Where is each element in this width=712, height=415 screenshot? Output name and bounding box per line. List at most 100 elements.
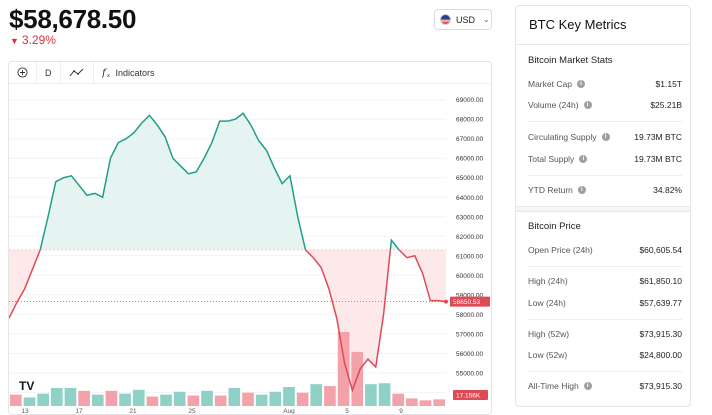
volume-bar [214, 395, 227, 406]
info-icon[interactable]: i [601, 133, 610, 141]
volume-bar [392, 393, 405, 406]
price-line-down [9, 249, 447, 393]
area-below-baseline [9, 249, 446, 391]
y-tick-label: 55000.00 [456, 370, 483, 377]
metrics-divider [528, 319, 682, 320]
volume-bar [146, 396, 159, 406]
down-arrow-icon: ▼ [10, 36, 19, 46]
svg-text:f: f [102, 68, 108, 78]
area-above-baseline [9, 113, 446, 250]
volume-tag-label: 17.156K [456, 393, 481, 400]
tradingview-logo-icon: TV [19, 379, 34, 393]
volume-bar [337, 332, 350, 406]
plus-circle-icon [17, 67, 28, 78]
y-tick-label: 66000.00 [456, 156, 483, 163]
high-52w-value: $73,915.30 [639, 329, 682, 339]
volume-bar [283, 387, 295, 406]
low-52w-value: $24,800.00 [639, 350, 682, 360]
info-icon[interactable]: i [579, 155, 588, 163]
open-price-value: $60,605.54 [639, 245, 682, 255]
volume-bar [132, 389, 145, 406]
metrics-title: BTC Key Metrics [529, 17, 627, 32]
current-price: $58,678.50 [9, 4, 137, 34]
y-tick-label: 57000.00 [456, 331, 483, 338]
price-change: ▼ 3.29% [10, 33, 56, 47]
indicators-label: Indicators [115, 67, 155, 78]
us-flag-icon [440, 14, 451, 25]
y-tick-label: 60000.00 [456, 273, 483, 280]
volume-bar [406, 398, 418, 406]
volume-bar [378, 383, 391, 406]
x-tick-label: 21 [129, 408, 137, 415]
total-supply-value: 19.73M BTC [634, 154, 682, 164]
x-tick-label: 17 [75, 408, 83, 415]
market-cap-value: $1.15T [655, 79, 682, 89]
info-icon[interactable]: i [583, 382, 592, 390]
volume-bar [50, 387, 63, 406]
ytd-return-value: 34.82% [653, 185, 682, 195]
metrics-divider [528, 175, 682, 176]
y-tick-label: 67000.00 [456, 136, 483, 143]
key-metrics-panel: BTC Key Metrics Bitcoin Market Stats Mar… [515, 5, 691, 407]
svg-text:x: x [107, 73, 110, 78]
low-52w-label: Low (52w) [528, 350, 568, 360]
x-tick-label: Aug [283, 408, 295, 415]
info-icon[interactable]: i [577, 186, 586, 194]
low-52w-row: Low (52w) $24,800.00 [528, 350, 682, 360]
circulating-supply-label: Circulating Supply [528, 132, 597, 142]
volume-value: $25.21B [650, 100, 682, 110]
price-line-up [39, 112, 401, 250]
volume-bar [187, 395, 200, 406]
high-24h-value: $61,850.10 [639, 276, 682, 286]
volume-bar [324, 386, 336, 406]
add-compare-button[interactable] [9, 62, 37, 83]
interval-label: D [45, 67, 52, 78]
y-tick-label: 68000.00 [456, 117, 483, 124]
market-cap-row: Market Cap i $1.15T [528, 79, 682, 89]
circulating-supply-value: 19.73M BTC [634, 132, 682, 142]
volume-bar [310, 384, 323, 406]
interval-button[interactable]: D [37, 62, 61, 83]
metrics-header-divider [516, 44, 690, 45]
low-24h-label: Low (24h) [528, 298, 566, 308]
x-tick-label: 9 [399, 408, 403, 415]
last-price-tag [450, 296, 490, 307]
high-52w-label: High (52w) [528, 329, 570, 339]
volume-bar [228, 387, 241, 406]
volume-bar [242, 392, 254, 406]
low-24h-value: $57,639.77 [639, 298, 682, 308]
all-time-high-row: All-Time High i $73,915.30 [528, 381, 682, 391]
y-tick-label: 65000.00 [456, 175, 483, 182]
x-tick-label: 25 [188, 408, 196, 415]
low-24h-row: Low (24h) $57,639.77 [528, 298, 682, 308]
y-tick-label: 63000.00 [456, 214, 483, 221]
y-tick-label: 59000.00 [456, 292, 483, 299]
currency-select[interactable]: USD ⌄ [434, 9, 492, 30]
volume-bar [433, 399, 445, 406]
price-chart[interactable]: 69000.00 68000.00 67000.00 66000.00 65000.00… [9, 84, 492, 415]
ytd-return-label: YTD Return [528, 185, 573, 195]
info-icon[interactable]: i [583, 101, 592, 109]
info-icon[interactable]: i [576, 80, 585, 88]
y-tick-label: 64000.00 [456, 195, 483, 202]
volume-bar [160, 394, 172, 406]
currency-label: USD [456, 14, 476, 25]
last-price-label: 58650.53 [453, 299, 480, 306]
volume-bar [201, 390, 213, 406]
market-cap-label: Market Cap [528, 79, 572, 89]
volume-bar [296, 392, 309, 406]
market-stats-title: Bitcoin Market Stats [528, 55, 613, 66]
chart-style-button[interactable] [61, 62, 94, 83]
volume-bar [419, 400, 432, 406]
y-tick-label: 61000.00 [456, 253, 483, 260]
all-time-high-label: All-Time High [528, 381, 579, 391]
total-supply-row: Total Supply i 19.73M BTC [528, 154, 682, 164]
volume-label: Volume (24h) [528, 100, 579, 110]
volume-bar [365, 384, 377, 406]
metrics-divider [528, 266, 682, 267]
high-52w-row: High (52w) $73,915.30 [528, 329, 682, 339]
last-price-point [444, 299, 448, 304]
